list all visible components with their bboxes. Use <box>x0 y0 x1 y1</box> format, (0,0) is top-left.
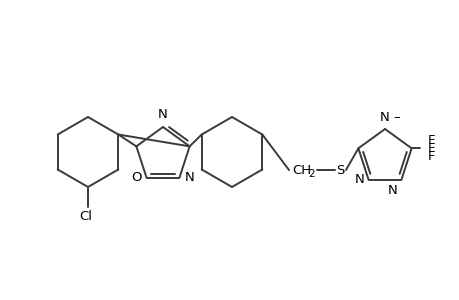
Text: S: S <box>335 164 343 176</box>
Text: N: N <box>379 111 389 124</box>
Text: CH: CH <box>292 164 311 176</box>
Text: N: N <box>158 108 168 121</box>
Text: –: – <box>393 111 399 124</box>
Text: 2: 2 <box>308 169 314 179</box>
Text: Cl: Cl <box>79 211 92 224</box>
Text: F: F <box>427 134 434 147</box>
Text: O: O <box>131 171 141 184</box>
Text: F: F <box>427 142 434 155</box>
Text: N: N <box>354 173 364 186</box>
Text: N: N <box>184 171 194 184</box>
Text: F: F <box>427 150 434 163</box>
Text: N: N <box>387 184 397 197</box>
